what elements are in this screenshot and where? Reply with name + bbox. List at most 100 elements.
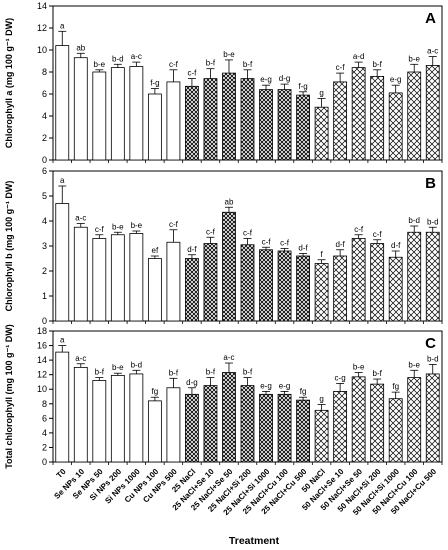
bar (425, 65, 440, 161)
significance-letter: b-d (427, 354, 439, 363)
significance-letter: b-f (206, 59, 216, 68)
significance-letter: c-f (187, 69, 197, 78)
significance-letter: b-f (243, 60, 253, 69)
panel-a: 0 2 4 6 8 10 12 14 Chlorophyll a (mg 100 g⁻¹ DW)… (4, 1, 443, 165)
bar (333, 391, 348, 463)
y-tick-label: 2 (42, 133, 47, 143)
significance-letter: g (319, 395, 323, 404)
y-tick-label: 14 (37, 355, 47, 365)
y-tick-label: 12 (37, 370, 47, 380)
significance-letter: a-c (223, 353, 234, 362)
y-axis-title: Total chlorophyll (mg 100 g⁻¹ DW) (4, 324, 14, 469)
significance-letter: b-e (112, 363, 124, 372)
bar (147, 400, 162, 463)
y-tick-label: 2 (42, 266, 47, 276)
bar (73, 366, 88, 463)
y-tick-label: 8 (42, 399, 47, 409)
significance-letter: c-f (262, 237, 272, 246)
significance-letter: fg (152, 387, 159, 396)
y-tick-label: 1 (42, 291, 47, 301)
y-tick-label: 4 (42, 111, 47, 121)
bar (203, 385, 218, 463)
bar (222, 72, 236, 161)
significance-letter: a-c (131, 52, 142, 61)
bar (185, 258, 199, 322)
bar (370, 76, 385, 161)
y-tick-label: 18 (37, 326, 47, 336)
significance-letter: b-e (94, 60, 106, 69)
significance-letter: d-f (298, 244, 308, 253)
significance-letter: e-g (260, 381, 272, 390)
bar (351, 67, 366, 161)
x-axis-title: Treatment (229, 535, 280, 547)
significance-letter: b-d (131, 360, 143, 369)
significance-letter: f-g (150, 79, 159, 88)
bar (296, 399, 310, 463)
bar (259, 249, 273, 322)
significance-letter: a (60, 176, 65, 185)
bar (240, 78, 255, 161)
significance-letter: fg (300, 387, 307, 396)
bar (147, 93, 162, 161)
significance-letter: b-f (243, 368, 253, 377)
significance-letter: d-g (186, 378, 198, 387)
significance-letter: e-g (260, 75, 272, 84)
bar (92, 238, 107, 322)
bar (277, 250, 292, 322)
significance-letter: e-g (279, 381, 291, 390)
y-tick-label: 6 (42, 166, 47, 176)
significance-letter: c-f (169, 60, 179, 69)
significance-letter: b-f (372, 60, 382, 69)
bar (314, 106, 329, 161)
significance-letter: g (319, 88, 323, 97)
bar (73, 226, 88, 322)
significance-letter: b-f (95, 368, 105, 377)
significance-letter: f-g (298, 82, 307, 91)
bar (370, 383, 385, 463)
bar (240, 385, 255, 463)
y-tick-label: 8 (42, 67, 47, 77)
significance-letter: b-f (206, 368, 216, 377)
bar (259, 89, 273, 161)
panel-b: 0 1 2 3 4 5 6 Chlorophyll b (mg 100 g⁻¹ DW) Ba a-… (4, 166, 443, 326)
y-tick-label: 0 (42, 316, 47, 326)
y-tick-label: 0 (42, 457, 47, 467)
significance-letter: b-f (169, 368, 179, 377)
significance-letter: b-d (408, 216, 420, 225)
bar (222, 372, 236, 463)
significance-letter: b-e (353, 362, 365, 371)
bar (407, 231, 422, 322)
bar (147, 258, 162, 322)
bar (277, 89, 292, 161)
bar (240, 244, 255, 322)
bar (259, 393, 273, 463)
bar (110, 374, 125, 463)
significance-letter: c-f (169, 220, 179, 229)
significance-letter: a-c (75, 214, 86, 223)
significance-letter: a-c (427, 47, 438, 56)
bar (110, 234, 125, 322)
significance-letter: ab (225, 197, 234, 206)
bar (333, 255, 348, 322)
significance-letter: c-f (336, 63, 346, 72)
bar (203, 78, 218, 161)
y-tick-label: 4 (42, 216, 47, 226)
significance-letter: b-e (408, 360, 420, 369)
bar (129, 233, 144, 322)
bar (425, 373, 440, 463)
significance-letter: c-f (243, 229, 253, 238)
bar (314, 263, 329, 322)
bar (296, 255, 310, 322)
significance-letter: a (60, 21, 65, 30)
y-tick-label: 10 (37, 45, 47, 55)
significance-letter: fg (392, 382, 399, 391)
y-tick-label: 16 (37, 341, 47, 351)
bar (110, 67, 125, 161)
y-tick-label: 5 (42, 191, 47, 201)
significance-letter: d-f (335, 240, 345, 249)
significance-letter: f (320, 250, 323, 259)
significance-letter: c-g (335, 373, 346, 382)
panel-c: 0 2 4 6 8 10 12 14 16 18 Total chlorophyll (mg 100… (4, 324, 443, 469)
